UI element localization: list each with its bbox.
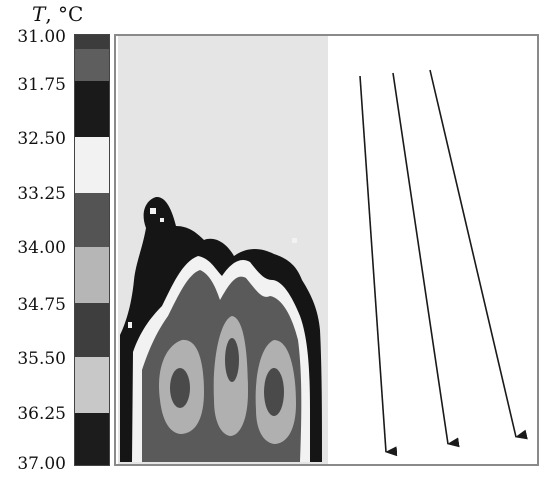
scale-swatch	[75, 303, 109, 357]
temperature-symbol: T	[32, 2, 46, 26]
thermogram-core	[170, 368, 190, 408]
scale-swatch	[75, 357, 109, 413]
scale-tick-label: 34.00	[17, 238, 66, 258]
scale-swatch	[75, 81, 109, 137]
thermogram-speckle	[292, 238, 297, 243]
thermogram-heat-pattern	[120, 196, 322, 462]
scale-tick-label: 36.25	[17, 404, 66, 424]
flow-arrow	[359, 75, 398, 457]
temperature-axis-title: T, °C	[32, 2, 83, 26]
thermogram-core	[264, 368, 284, 416]
scale-swatch	[75, 247, 109, 303]
temperature-unit: , °C	[45, 2, 84, 26]
scale-swatch	[75, 35, 109, 49]
scale-swatch	[75, 49, 109, 81]
scale-tick-label: 35.50	[17, 349, 66, 369]
scale-tick-label: 32.50	[17, 129, 66, 149]
color-scale-bar	[74, 34, 110, 466]
thermogram-speckle	[128, 322, 132, 328]
scale-swatch	[75, 413, 109, 465]
scale-swatch	[75, 193, 109, 247]
scale-swatch	[75, 137, 109, 193]
scale-tick-label: 31.75	[17, 75, 66, 95]
flow-arrow	[429, 69, 528, 440]
flow-arrow	[392, 72, 460, 448]
scale-tick-label: 37.00	[17, 454, 66, 474]
scale-tick-label: 31.00	[17, 27, 66, 47]
thermogram-speckle	[150, 208, 156, 214]
scale-tick-label: 34.75	[17, 295, 66, 315]
scale-tick-label: 33.25	[17, 184, 66, 204]
thermogram-core	[225, 338, 239, 382]
thermogram-speckle	[160, 218, 164, 222]
flow-arrows	[359, 69, 528, 457]
